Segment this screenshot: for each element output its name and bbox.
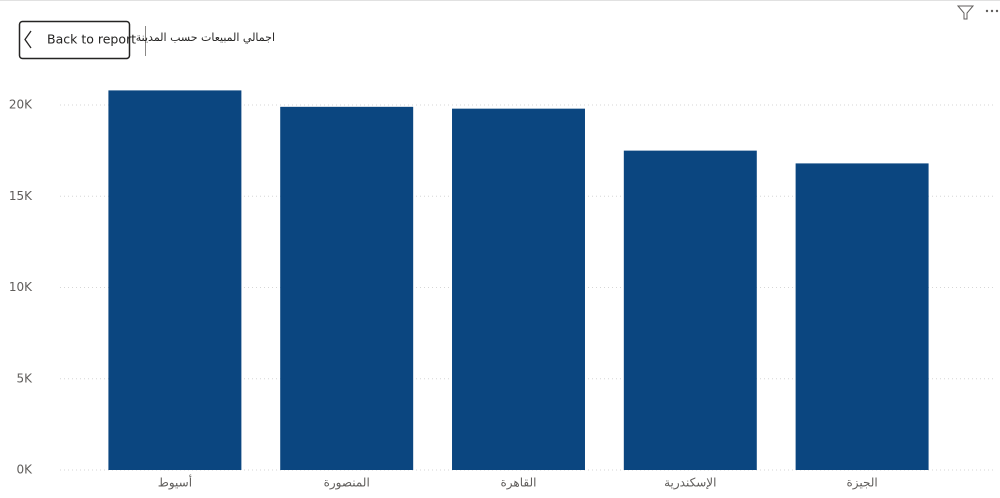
- back-button-frame[interactable]: [18, 20, 131, 60]
- filter-icon[interactable]: [956, 5, 975, 20]
- bar: [623, 150, 757, 470]
- back-chevron[interactable]: [24, 30, 32, 49]
- bar: [280, 106, 414, 470]
- bar: [108, 90, 242, 471]
- back-button[interactable]: Back to report: [18, 20, 137, 60]
- x-tick-label: القاهرة: [501, 476, 537, 491]
- back-button-label[interactable]: Back to report: [47, 32, 136, 47]
- y-tick-label: 20K: [9, 98, 33, 112]
- dot[interactable]: [995, 9, 999, 13]
- more-options[interactable]: [985, 9, 999, 13]
- x-tick-label: الإسكندرية: [664, 476, 716, 491]
- chart-title: اجمالي المبيعات حسب المدينة: [136, 31, 275, 44]
- dot[interactable]: [985, 9, 989, 13]
- x-tick-label: الجيزة: [846, 476, 877, 491]
- dot[interactable]: [990, 9, 994, 13]
- y-tick-label: 5K: [16, 371, 33, 385]
- x-tick-label: أسيوط: [158, 475, 192, 491]
- y-tick-label: 0K: [16, 463, 33, 477]
- bar: [452, 108, 585, 471]
- x-tick-label: المنصورة: [324, 476, 370, 491]
- y-tick-label: 10K: [9, 280, 33, 294]
- bar: [795, 163, 929, 470]
- y-tick-label: 15K: [9, 189, 33, 203]
